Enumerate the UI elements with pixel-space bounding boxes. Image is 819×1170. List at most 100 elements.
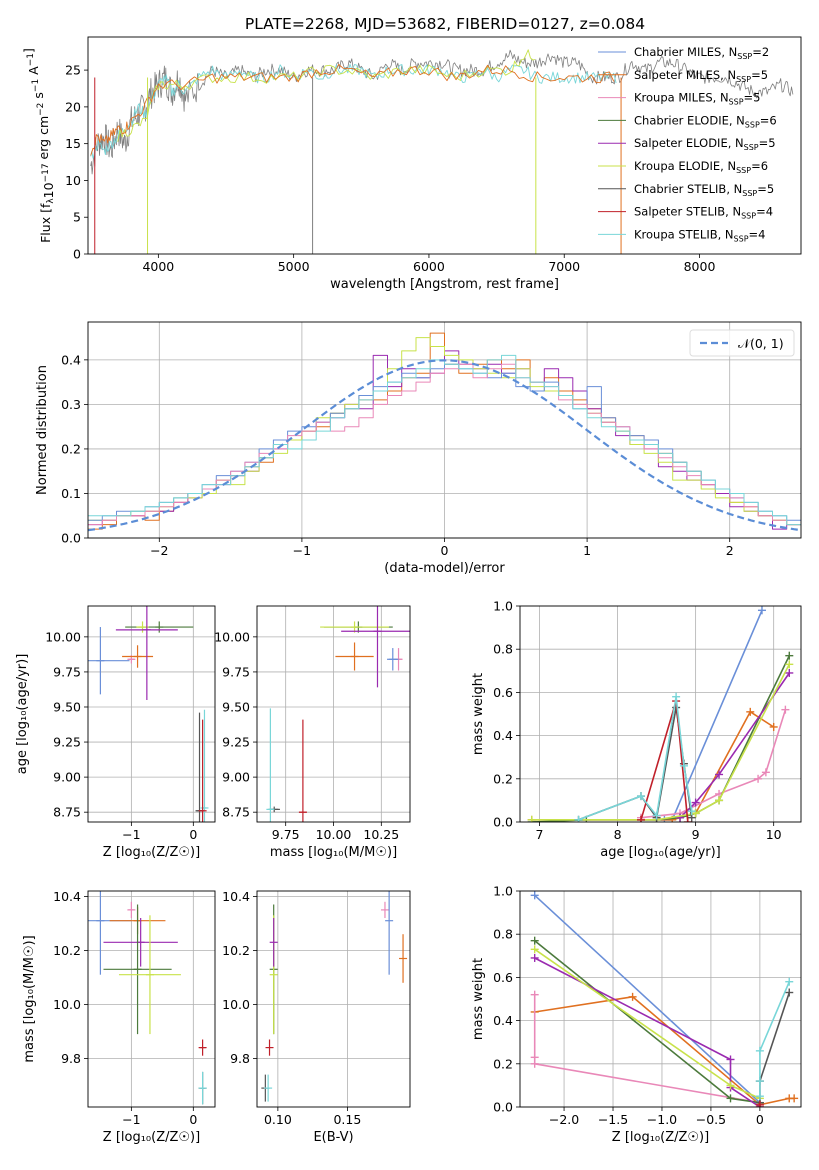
data-point	[726, 1055, 735, 1064]
axes-frame	[519, 890, 802, 1108]
data-point	[530, 936, 539, 945]
errorbar-point	[269, 918, 278, 967]
y-tick-label: 10.2	[222, 943, 250, 958]
data-point	[781, 705, 790, 714]
y-tick-label: 0	[73, 247, 81, 262]
errorbar-point	[200, 709, 209, 822]
errorbar-point	[265, 1039, 274, 1056]
y-tick-label: 1.0	[493, 884, 513, 899]
errorbar-point	[127, 901, 136, 918]
y-tick-label: 0.8	[493, 927, 513, 942]
errorbar-point	[399, 934, 408, 983]
errorbar-point	[122, 645, 154, 668]
histogram-kroupa-miles	[88, 363, 801, 526]
series-kroupa-miles	[640, 709, 787, 819]
series-model	[90, 63, 615, 156]
x-tick-label: −2	[150, 543, 168, 558]
y-tick-label: 8.75	[53, 805, 81, 820]
x-tick-label: 9	[692, 827, 700, 842]
x-tick-label: −1	[122, 1112, 140, 1127]
errorbar-point	[385, 891, 394, 975]
x-tick-label: −1.0	[647, 1112, 677, 1127]
x-tick-label: 7000	[548, 259, 580, 274]
data-point	[715, 770, 724, 779]
data-point	[527, 815, 536, 822]
x-tick-label: 0	[189, 1112, 197, 1127]
data-point	[769, 722, 778, 731]
legend-label: 𝒩(0, 1)	[738, 336, 784, 351]
errorbar-point	[198, 1071, 207, 1105]
x-tick-label: 0.15	[333, 1112, 361, 1127]
x-tick-label: 7	[536, 827, 544, 842]
data-point	[754, 774, 763, 783]
y-tick-label: 0.0	[493, 1100, 513, 1115]
data-point	[785, 668, 794, 677]
x-axis-label: (data-model)/error	[384, 561, 505, 576]
x-tick-label: 6000	[413, 259, 445, 274]
data-point	[726, 1081, 735, 1090]
errorbar-point	[115, 606, 178, 700]
errorbar-point	[380, 901, 389, 918]
y-tick-label: 0.6	[493, 685, 513, 700]
plot-area	[530, 891, 799, 1107]
errorbar-point	[118, 915, 181, 1035]
plot-area	[266, 606, 410, 822]
data-point	[530, 953, 539, 962]
data-point	[761, 768, 770, 777]
y-axis-label: mass weight	[471, 673, 486, 755]
x-tick-label: 10.25	[363, 827, 399, 842]
x-tick-label: −0.5	[696, 1112, 726, 1127]
data-point	[790, 1094, 799, 1103]
y-tick-label: 9.75	[53, 664, 81, 679]
axes-frame	[87, 36, 802, 255]
y-tick-label: 9.50	[53, 699, 81, 714]
data-point	[755, 1100, 764, 1107]
plot-area	[88, 891, 207, 1105]
y-axis-label: mass [log₁₀(M/M☉)]	[22, 935, 37, 1062]
data-point	[530, 945, 539, 954]
y-tick-label: 0.3	[61, 397, 81, 412]
y-tick-label: 10.00	[45, 629, 81, 644]
y-tick-label: 0.2	[61, 441, 81, 456]
y-tick-label: 9.25	[222, 735, 250, 750]
legend-label: Salpeter MILES, NSSP=5	[634, 68, 768, 84]
y-tick-label: 8.75	[222, 805, 250, 820]
x-axis-label: E(B-V)	[313, 1130, 353, 1145]
panel-spectrum: 4000 5000 6000 7000 8000 0 5 10 15 20 25 wavelength…	[21, 36, 802, 292]
data-point	[672, 692, 681, 701]
legend-label: Chabrier ELODIE, NSSP=6	[634, 113, 777, 129]
y-tick-label: 0.0	[493, 815, 513, 830]
x-tick-label: 0	[189, 827, 197, 842]
series-data	[90, 49, 794, 175]
panel-mass-vs-Z: −1 0 9.8 10.0 10.2 10.4 Z [log₁₀(Z/Z☉)] mass [l…	[22, 889, 216, 1145]
y-axis-label: mass weight	[471, 958, 486, 1040]
plot-area	[88, 332, 801, 532]
y-tick-label: 9.25	[53, 735, 81, 750]
data-point	[652, 811, 661, 820]
y-tick-label: 20	[65, 99, 81, 114]
data-point	[746, 707, 755, 716]
plot-area	[88, 606, 209, 822]
normal-curve	[88, 359, 801, 532]
figure-title: PLATE=2268, MJD=53682, FIBERID=0127, z=0…	[245, 15, 645, 33]
errorbar-point	[387, 648, 399, 671]
histogram-kroupa-stelib	[88, 354, 801, 526]
legend: Chabrier MILES, NSSP=2 Salpeter MILES, NS…	[598, 45, 777, 243]
data-point	[636, 792, 645, 801]
x-axis-label: Z [log₁₀(Z/Z☉)]	[103, 845, 200, 860]
y-tick-label: 0.4	[493, 1013, 513, 1028]
data-point	[757, 606, 766, 615]
data-point	[691, 798, 700, 807]
data-point	[726, 1094, 735, 1103]
y-tick-label: 0.1	[61, 486, 81, 501]
series-salpeter-elodie	[679, 672, 790, 819]
data-point	[785, 651, 794, 660]
x-axis-label: age [log₁₀(age/yr)]	[600, 845, 721, 860]
y-tick-label: 10.0	[222, 997, 250, 1012]
y-axis-label: Normed distribution	[35, 365, 50, 495]
errorbar-point	[88, 627, 130, 695]
y-tick-label: 9.8	[61, 1051, 81, 1066]
x-tick-label: 10	[766, 827, 782, 842]
x-tick-label: 0	[756, 1112, 764, 1127]
